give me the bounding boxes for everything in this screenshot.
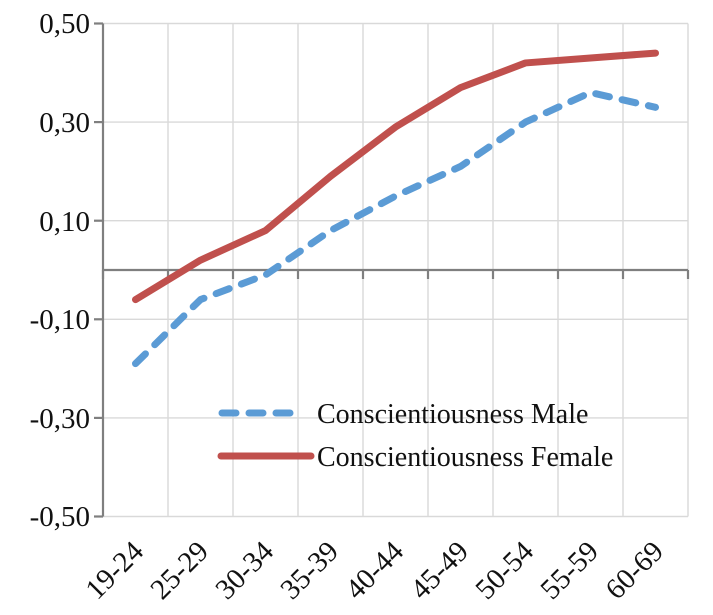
legend-label-female: Conscientiousness Female (317, 442, 613, 473)
x-axis-label: 55-59 (534, 535, 604, 605)
x-axis-label: 19-24 (79, 535, 150, 606)
x-axis-label: 40-44 (339, 535, 410, 606)
y-axis-label: 0,30 (39, 107, 90, 139)
x-axis-label: 60-69 (599, 535, 669, 605)
x-axis-label: 25-29 (144, 535, 214, 605)
series-line-female (132, 49, 659, 304)
legend-label-male: Conscientiousness Male (317, 399, 588, 430)
y-axis-label: -0,50 (30, 501, 90, 533)
x-axis-labels: 19-24 25-29 30-34 35-39 40-44 45-49 50-5… (79, 535, 669, 606)
x-axis-label: 45-49 (404, 535, 474, 605)
y-axis-label: 0,10 (39, 206, 90, 238)
series-line-male (132, 89, 659, 368)
y-axis-label: 0,50 (39, 8, 90, 40)
x-axis-label: 35-39 (274, 535, 344, 605)
x-axis-label: 30-34 (209, 535, 280, 606)
y-axis-label: -0,10 (30, 304, 90, 336)
legend: Conscientiousness Male Conscientiousness… (217, 399, 613, 473)
y-axis-label: -0,30 (30, 403, 90, 435)
x-axis-label: 50-54 (469, 535, 540, 606)
y-axis-labels: 0,50 0,30 0,10 -0,10 -0,30 -0,50 (30, 8, 90, 533)
axes (94, 22, 690, 518)
